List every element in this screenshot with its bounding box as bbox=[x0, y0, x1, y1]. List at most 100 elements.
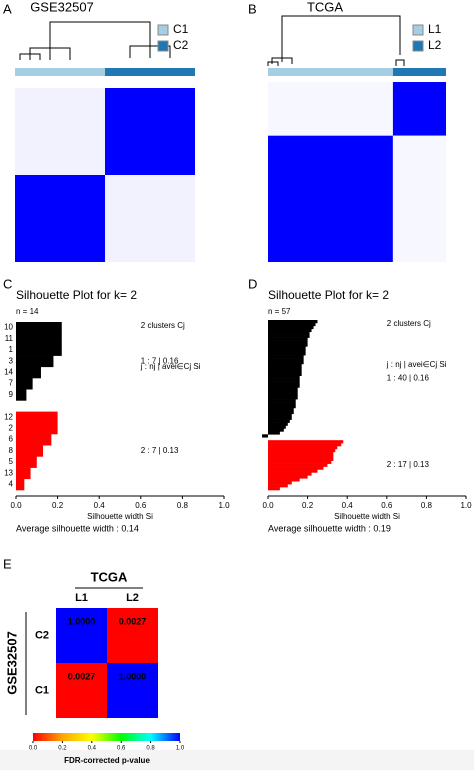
x-tick-label: 0.6 bbox=[381, 501, 393, 510]
matrix-cell bbox=[56, 608, 107, 663]
heatmap-cell bbox=[105, 175, 195, 262]
silhouette-bar bbox=[268, 428, 284, 432]
item-label: 14 bbox=[4, 368, 13, 377]
silhouette-bar bbox=[268, 355, 304, 359]
x-tick-label: 0.4 bbox=[342, 501, 354, 510]
item-label: 1 bbox=[9, 345, 14, 354]
item-label: 7 bbox=[9, 379, 14, 388]
silhouette-bar bbox=[268, 402, 296, 406]
silhouette-bar bbox=[262, 434, 268, 438]
silhouette-bar bbox=[268, 325, 314, 330]
x-axis-label: Silhouette width Si bbox=[87, 512, 153, 521]
silhouette-bar bbox=[268, 378, 300, 382]
cluster-label: 2 : 17 | 0.13 bbox=[387, 460, 430, 469]
colorbar-tick-label: 0.4 bbox=[88, 746, 97, 752]
silhouette-bar bbox=[268, 469, 318, 473]
heatmap-cell bbox=[15, 88, 105, 175]
x-tick-label: 0.4 bbox=[94, 501, 106, 510]
matrix-cell bbox=[107, 608, 158, 663]
silhouette-bar bbox=[268, 478, 300, 482]
cluster-bar bbox=[105, 68, 195, 76]
item-label: 11 bbox=[5, 334, 14, 343]
silhouette-bar bbox=[268, 405, 296, 409]
silhouette-bar bbox=[268, 407, 294, 412]
silhouette-bar bbox=[268, 340, 308, 344]
silhouette-bar bbox=[268, 422, 288, 426]
panel-letter: C bbox=[3, 276, 12, 291]
heatmap-cell bbox=[15, 175, 105, 262]
x-tick-label: 0.2 bbox=[52, 501, 64, 510]
panel-letter: A bbox=[3, 1, 12, 16]
silhouette-bar bbox=[268, 369, 302, 374]
silhouette-bar bbox=[16, 366, 41, 379]
cluster-label: 1 : 7 | 0.16 bbox=[141, 356, 179, 365]
column-label: L2 bbox=[126, 592, 139, 604]
silhouette-bar bbox=[268, 416, 292, 420]
heatmap-title: TCGA bbox=[307, 0, 343, 14]
heatmap-cell bbox=[105, 88, 195, 175]
heatmap-title: GSE32507 bbox=[30, 0, 94, 14]
silhouette-bar bbox=[268, 487, 280, 491]
x-tick-label: 0.2 bbox=[302, 501, 314, 510]
silhouette-bar bbox=[268, 384, 300, 388]
cluster-bar bbox=[15, 68, 105, 76]
silhouette-bar bbox=[268, 349, 306, 353]
legend-header: j : nj | avei∈Cj Si bbox=[140, 362, 201, 371]
legend-label: L1 bbox=[428, 22, 442, 36]
item-label: 9 bbox=[9, 390, 14, 399]
cell-label: 0.0027 bbox=[68, 671, 96, 681]
silhouette-bar bbox=[268, 387, 298, 391]
colorbar-tick-label: 0.0 bbox=[29, 746, 38, 752]
average-label: Average silhouette width : 0.19 bbox=[268, 523, 391, 533]
silhouette-bar bbox=[268, 475, 308, 479]
matrix-cell bbox=[107, 663, 158, 718]
silhouette-bar bbox=[268, 390, 298, 394]
row-label: C1 bbox=[35, 684, 49, 696]
silhouette-bar bbox=[268, 393, 298, 397]
silhouette-bar bbox=[268, 451, 334, 456]
silhouette-bar bbox=[268, 381, 300, 385]
silhouette-bar bbox=[16, 378, 33, 390]
cell-label: 1.0000 bbox=[68, 616, 96, 626]
colorbar-label: FDR-corrected p-value bbox=[64, 756, 150, 765]
silhouette-bar bbox=[268, 419, 290, 423]
cluster-label: 2 : 7 | 0.13 bbox=[141, 446, 179, 455]
colorbar-tick-label: 0.2 bbox=[58, 746, 67, 752]
silhouette-bar bbox=[16, 411, 58, 424]
x-tick-label: 1.0 bbox=[460, 501, 472, 510]
n-label: n = 57 bbox=[268, 307, 291, 316]
legend-title: 2 clusters Cj bbox=[387, 319, 431, 328]
colorbar-tick-label: 0.6 bbox=[117, 746, 126, 752]
silhouette-bar bbox=[268, 322, 316, 327]
silhouette-bar bbox=[268, 399, 296, 403]
heatmap-cell bbox=[392, 82, 446, 136]
silhouette-bar bbox=[268, 463, 328, 467]
silhouette-bar bbox=[268, 425, 286, 429]
panel-letter: E bbox=[3, 556, 12, 571]
average-label: Average silhouette width : 0.14 bbox=[16, 523, 139, 533]
x-tick-label: 1.0 bbox=[218, 501, 230, 510]
item-label: 2 bbox=[9, 424, 14, 433]
item-label: 4 bbox=[9, 480, 14, 489]
heatmap-cell bbox=[268, 82, 393, 136]
legend-swatch bbox=[412, 24, 424, 36]
silhouette-bar bbox=[268, 366, 302, 371]
item-label: 8 bbox=[9, 446, 14, 455]
silhouette-bar bbox=[268, 331, 310, 335]
x-tick-label: 0.6 bbox=[135, 501, 147, 510]
silhouette-bar bbox=[268, 472, 312, 476]
legend-label: L2 bbox=[428, 38, 442, 52]
cell-label: 0.0027 bbox=[119, 616, 147, 626]
silhouette-bar bbox=[268, 396, 298, 400]
silhouette-bar bbox=[268, 375, 300, 379]
silhouette-bar bbox=[268, 410, 294, 415]
cell-label: 1.0000 bbox=[119, 671, 147, 681]
silhouette-bar bbox=[16, 445, 44, 457]
x-tick-label: 0.8 bbox=[177, 501, 189, 510]
heatmap-cell bbox=[392, 135, 446, 262]
silhouette-bar bbox=[268, 460, 332, 464]
silhouette-bar bbox=[16, 422, 58, 435]
panel-letter: B bbox=[248, 1, 257, 16]
colorbar bbox=[33, 733, 180, 741]
